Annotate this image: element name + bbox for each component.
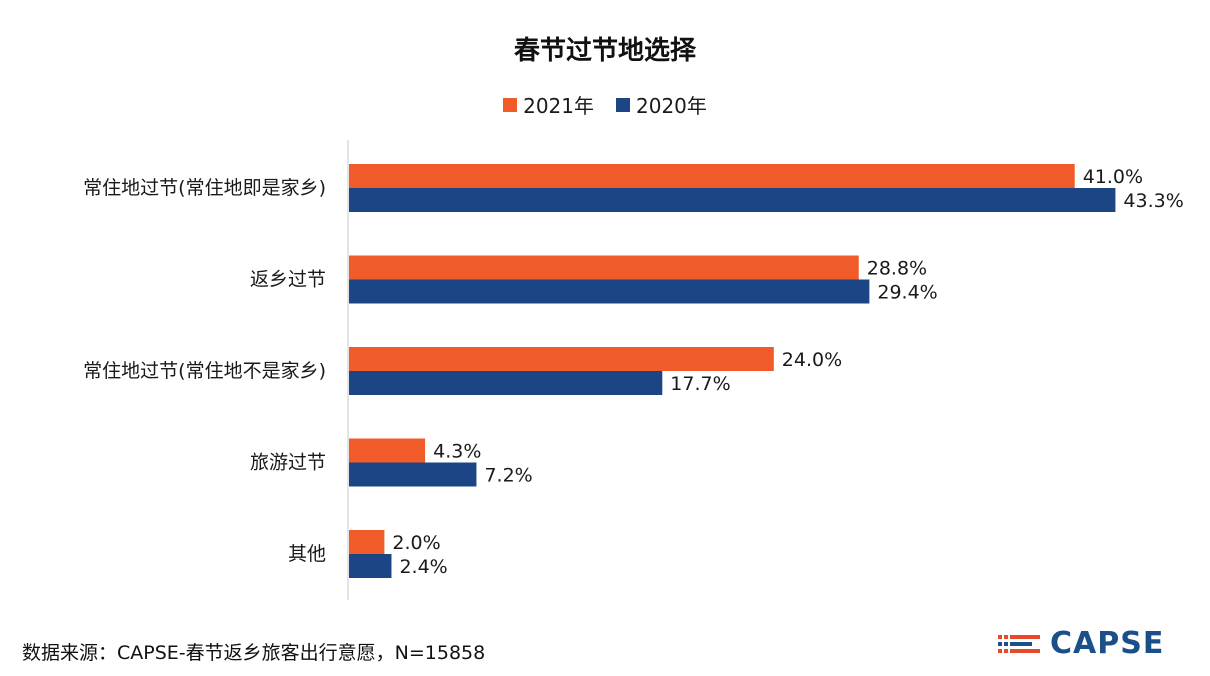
bar-2020: [349, 188, 1116, 212]
source-note: 数据来源：CAPSE-春节返乡旅客出行意愿，N=15858: [22, 642, 486, 664]
data-label: 43.3%: [1123, 190, 1183, 212]
capse-logo-mark-icon: [998, 634, 1040, 653]
bar-2021: [349, 530, 385, 554]
data-label: 2.0%: [392, 532, 440, 554]
category-label: 其他: [288, 543, 326, 565]
legend-item-2021: 2021年: [503, 90, 594, 119]
data-label: 4.3%: [433, 441, 481, 463]
bar-2021: [349, 255, 859, 280]
bar-2020: [349, 279, 870, 304]
bar-2020: [349, 371, 663, 395]
legend-swatch-2021: [503, 97, 518, 112]
bar-2020: [349, 554, 392, 578]
capse-logo-text: CAPSE: [1050, 626, 1165, 661]
legend: 2021年 2020年: [0, 90, 1210, 119]
category-label: 常住地过节(常住地即是家乡): [83, 177, 326, 199]
data-label: 2.4%: [399, 556, 447, 578]
data-label: 17.7%: [670, 373, 730, 395]
data-label: 24.0%: [782, 349, 842, 371]
legend-label-2021: 2021年: [523, 94, 594, 118]
data-label: 7.2%: [484, 465, 532, 487]
bar-2021: [349, 438, 426, 463]
chart-title: 春节过节地选择: [513, 36, 696, 66]
bar-2021: [349, 164, 1075, 188]
data-label: 28.8%: [867, 258, 927, 280]
capse-logo: CAPSE: [998, 626, 1164, 661]
bar-2020: [349, 462, 477, 487]
legend-item-2020: 2020年: [616, 90, 707, 119]
data-label: 29.4%: [877, 282, 937, 304]
legend-label-2020: 2020年: [636, 94, 707, 118]
bar-2021: [349, 347, 774, 371]
legend-swatch-2020: [616, 97, 630, 112]
category-label: 旅游过节: [250, 452, 326, 474]
category-label: 返乡过节: [250, 269, 326, 291]
data-label: 41.0%: [1083, 166, 1143, 188]
category-label: 常住地过节(常住地不是家乡): [83, 360, 326, 382]
